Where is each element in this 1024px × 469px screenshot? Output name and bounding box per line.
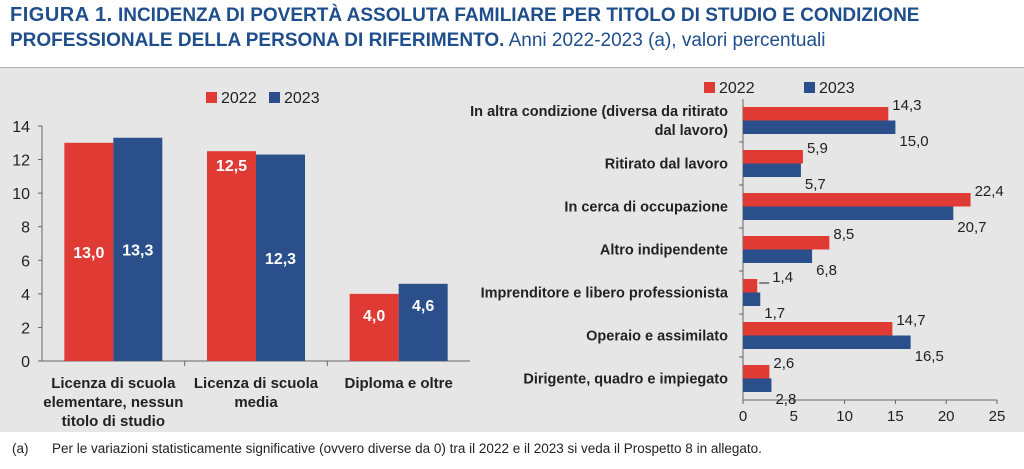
- bar-2023: [743, 335, 911, 349]
- figure-subtitle: Anni 2022-2023 (a), valori percentuali: [508, 30, 826, 51]
- data-label: 5,9: [807, 140, 828, 157]
- footnote: (a) Per le variazioni statisticamente sig…: [12, 441, 762, 456]
- data-label: 8,5: [833, 226, 854, 243]
- category-label: Operaio e assimilato: [586, 329, 728, 345]
- category-label: Diploma e oltre: [344, 375, 452, 392]
- data-label: 1,4: [772, 269, 793, 286]
- x-tick-label: 20: [938, 408, 955, 425]
- data-label: 6,8: [816, 262, 837, 279]
- x-tick-label: 0: [739, 408, 747, 425]
- category-label: elementare, nessun: [43, 394, 183, 411]
- footnote-text: Per le variazioni statisticamente signif…: [52, 441, 762, 456]
- x-tick-label: 5: [790, 408, 798, 425]
- bar-2023: [743, 249, 813, 263]
- bar-2022: [743, 193, 971, 207]
- y-tick-label: 10: [12, 186, 30, 203]
- legend-label-2022: 2022: [719, 80, 755, 97]
- legend-swatch-2022: [704, 82, 715, 93]
- legend-label-2023: 2023: [819, 80, 855, 97]
- bar-2023: [398, 283, 448, 361]
- data-label: 15,0: [899, 133, 928, 150]
- legend-label-2022: 2022: [221, 90, 257, 107]
- data-label: 20,7: [957, 219, 986, 236]
- bar-2022: [349, 293, 399, 361]
- figure-number: FIGURA 1.: [10, 4, 113, 26]
- y-tick-label: 8: [21, 220, 30, 237]
- data-label: 1,7: [764, 305, 785, 322]
- bar-2023: [743, 206, 954, 220]
- category-label: In cerca di occupazione: [564, 200, 728, 216]
- bar-2022: [64, 142, 114, 361]
- category-label: media: [234, 394, 278, 411]
- x-tick-label: 10: [836, 408, 853, 425]
- professional-condition-chart: 2022 2023 0 5 10 15 20 25 14,3 15,0 In altra condi…: [470, 80, 1005, 425]
- category-label: Imprenditore e libero professionista: [481, 286, 729, 302]
- category-label: dal lavoro): [655, 123, 728, 139]
- y-tick-label: 14: [12, 119, 30, 136]
- data-label: 12,5: [216, 158, 247, 175]
- x-tick-label: 15: [887, 408, 904, 425]
- data-label: 2,8: [775, 391, 796, 408]
- bar-2022: [743, 279, 758, 293]
- data-label: 2,6: [773, 355, 794, 372]
- footnote-mark: (a): [12, 441, 29, 456]
- category-label: Ritirato dal lavoro: [605, 157, 728, 173]
- data-label: 4,0: [363, 308, 385, 325]
- data-label: 22,4: [975, 183, 1004, 200]
- bar-2023: [743, 378, 772, 392]
- bar-2023: [743, 292, 761, 306]
- figure-main-title: INCIDENZA DI POVERTÀ ASSOLUTA FAMILIARE …: [10, 5, 920, 51]
- y-tick-label: 2: [21, 320, 30, 337]
- bar-2022: [743, 150, 803, 164]
- legend-swatch-2022: [206, 92, 217, 103]
- bar-2022: [743, 107, 889, 121]
- legend-swatch-2023: [269, 92, 280, 103]
- bar-2022: [743, 322, 893, 336]
- data-label: 14,7: [896, 312, 925, 329]
- bar-2022: [743, 365, 770, 379]
- data-label: 12,3: [265, 251, 296, 268]
- data-label: 13,0: [73, 245, 104, 262]
- bar-2022: [207, 151, 256, 361]
- y-tick-label: 0: [21, 354, 30, 371]
- category-label: titolo di studio: [62, 413, 165, 430]
- bar-2023: [256, 154, 305, 361]
- category-label: Altro indipendente: [600, 243, 728, 259]
- data-label: 13,3: [122, 242, 153, 259]
- bar-2023: [113, 137, 163, 361]
- bar-2023: [743, 163, 801, 177]
- y-tick-label: 4: [21, 287, 30, 304]
- y-tick-label: 6: [21, 253, 30, 270]
- bar-2022: [743, 236, 830, 250]
- category-label: Licenza di scuola: [194, 375, 319, 392]
- category-label: Dirigente, quadro e impiegato: [523, 372, 728, 388]
- data-label: 14,3: [892, 97, 921, 114]
- x-tick-label: 25: [989, 408, 1006, 425]
- legend-swatch-2023: [804, 82, 815, 93]
- legend-label-2023: 2023: [284, 90, 320, 107]
- bar-2023: [743, 120, 896, 134]
- figure-title: FIGURA 1. INCIDENZA DI POVERTÀ ASSOLUTA …: [10, 3, 1015, 53]
- data-label: 4,6: [412, 298, 434, 315]
- category-label: In altra condizione (diversa da ritirato: [470, 104, 728, 120]
- category-label: Licenza di scuola: [51, 375, 176, 392]
- data-label: 16,5: [915, 348, 944, 365]
- data-label: 5,7: [805, 176, 826, 193]
- title-divider: [0, 67, 1024, 68]
- education-chart: 2022 2023 0 2 4 6 8 10 12 14 13,0 13,3 Licenza di sc…: [12, 90, 470, 430]
- y-tick-label: 12: [12, 153, 30, 170]
